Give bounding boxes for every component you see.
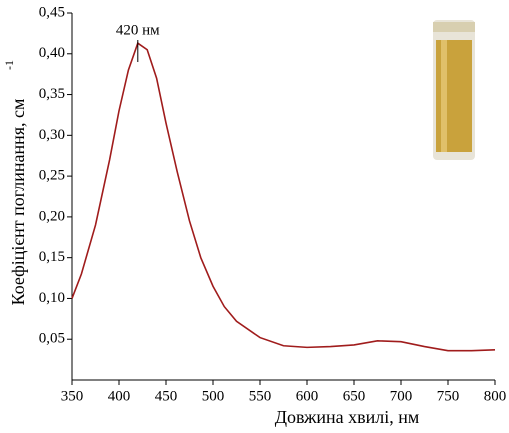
- highlight: [441, 40, 447, 152]
- y-tick-label: 0,20: [39, 208, 65, 224]
- y-axis-label-sup: -1: [2, 60, 16, 70]
- y-tick-label: 0,35: [39, 86, 65, 102]
- x-tick-label: 700: [390, 388, 413, 404]
- x-tick-label: 350: [61, 388, 84, 404]
- x-axis-label: Довжина хвилі, нм: [275, 407, 420, 427]
- x-tick-label: 500: [202, 388, 225, 404]
- y-tick-label: 0,10: [39, 290, 65, 306]
- y-tick-label: 0,05: [39, 331, 65, 347]
- annotation: 420 нм: [116, 22, 160, 38]
- x-tick-label: 650: [343, 388, 366, 404]
- x-tick-label: 550: [249, 388, 272, 404]
- x-tick-label: 800: [484, 388, 507, 404]
- y-axis-label-group: Коефіцієнт поглинання, см -1: [2, 60, 28, 305]
- y-tick-label: 0,15: [39, 249, 65, 265]
- y-tick-label: 0,25: [39, 168, 65, 184]
- data-line: [71, 41, 496, 352]
- y-axis-label: Коефіцієнт поглинання, см: [8, 99, 28, 306]
- y-tick-label: 0,45: [39, 4, 65, 20]
- x-tick-label: 400: [108, 388, 131, 404]
- cap: [433, 22, 475, 32]
- x-tick-label: 750: [437, 388, 460, 404]
- y-tick-label: 0,40: [39, 45, 65, 61]
- x-tick-label: 600: [296, 388, 319, 404]
- y-tick-label: 0,30: [39, 127, 65, 143]
- x-tick-label: 450: [155, 388, 178, 404]
- inset-photo: [433, 20, 475, 160]
